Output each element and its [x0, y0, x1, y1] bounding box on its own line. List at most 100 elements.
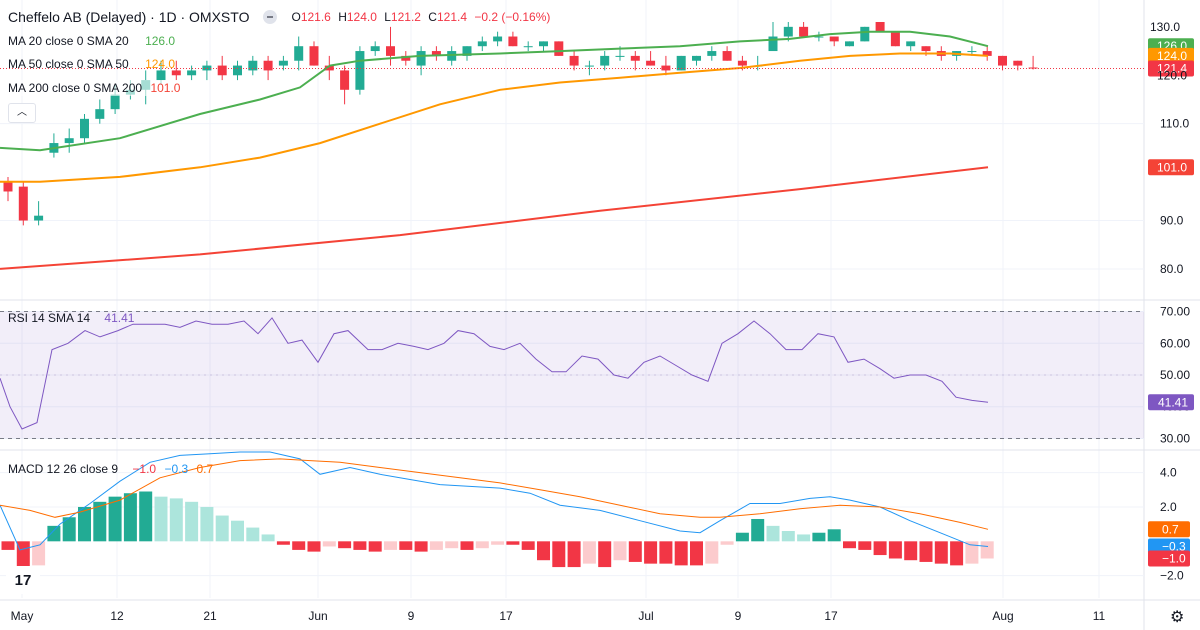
macd-hist-bar [888, 541, 902, 559]
candle-body [95, 109, 105, 119]
macd-hist-bar [659, 541, 673, 564]
minimize-icon[interactable] [263, 10, 278, 24]
candle-body [1013, 60, 1023, 66]
candle-body [768, 36, 778, 52]
symbol-title[interactable]: Cheffelo AB (Delayed) · 1D · OMXSTO [8, 9, 250, 25]
macd-line [0, 451, 989, 551]
candle-body [967, 51, 977, 53]
candle-body [233, 65, 242, 76]
candle-body [401, 55, 411, 61]
x-tick-label: Jul [638, 609, 653, 623]
macd-hist-bar [169, 498, 183, 542]
price-label-bg [1148, 159, 1194, 176]
candle-body [386, 46, 395, 56]
candle-body [416, 51, 426, 66]
macd-hist-bar [475, 541, 489, 549]
candle-body [600, 55, 610, 66]
legend-ma200[interactable]: MA 200 close 0 SMA 200 101.0 [8, 80, 186, 96]
ma50-line [0, 52, 989, 183]
macd-hist-bar [307, 541, 321, 552]
low-value: 121.2 [390, 10, 421, 24]
macd-hist-bar [78, 506, 91, 542]
macd-hist-bar [108, 496, 122, 542]
macd-hist-bar [751, 518, 765, 542]
y-tick-label: 90.0 [1160, 214, 1184, 228]
candle-body [646, 60, 656, 66]
candle-body [340, 70, 350, 90]
candle-body [80, 118, 89, 139]
candle-body [982, 51, 992, 56]
gear-icon[interactable]: ⚙ [1170, 609, 1185, 626]
macd-hist-bar [537, 541, 550, 561]
rsi-value-label: 41.41 [1158, 395, 1188, 409]
macd-hist-bar [445, 541, 459, 549]
candle-body [171, 70, 181, 76]
macd-hist-bar [292, 541, 306, 550]
open-label: O [291, 10, 301, 24]
candle-body [263, 60, 273, 71]
high-label: H [338, 10, 347, 24]
legend-ma20[interactable]: MA 20 close 0 SMA 20 126.0 [8, 33, 180, 49]
candle-body [355, 51, 365, 90]
candle-body [324, 65, 334, 71]
legend-ma50[interactable]: MA 50 close 0 SMA 50 124.0 [8, 56, 180, 72]
y-tick-label: 60.00 [1160, 336, 1190, 350]
macd-value-label: −0.3 [1162, 539, 1186, 553]
macd-hist-bar [491, 541, 505, 545]
price-label: 101.0 [1157, 160, 1187, 174]
collapse-legend-button[interactable]: ︿ [8, 103, 36, 123]
legend-ma50-value: 124.0 [145, 57, 176, 71]
y-tick-label: −2.0 [1160, 569, 1184, 583]
candle-body [799, 26, 809, 37]
legend-rsi[interactable]: RSI 14 SMA 14 41.41 [8, 310, 139, 326]
legend-macd[interactable]: MACD 12 26 close 9 −1.0 −0.3 0.7 [8, 461, 218, 477]
low-label: L [384, 10, 391, 24]
macd-hist-bar [843, 541, 856, 549]
candle-body [737, 60, 747, 66]
macd-hist-bar [598, 541, 612, 568]
macd-hist-bar [812, 532, 826, 542]
rsi-value-bg [1148, 394, 1194, 411]
macd-value-label: 0.7 [1162, 522, 1179, 536]
macd-hist-bar [567, 541, 581, 568]
x-tick-label: Jun [308, 609, 327, 623]
macd-hist-bar [797, 534, 811, 542]
change-value: −0.2 (−0.16%) [474, 10, 551, 24]
candle-body [661, 65, 671, 71]
tradingview-logo-icon[interactable]: 17 [6, 566, 40, 594]
rsi-line [0, 317, 989, 430]
candle-body [278, 60, 288, 66]
x-tick-label: 17 [824, 609, 838, 623]
candle-body [707, 51, 717, 56]
candle-body [202, 65, 212, 71]
macd-hist-bar [735, 532, 749, 542]
x-tick-label: 9 [408, 609, 415, 623]
macd-hist-bar [93, 501, 107, 542]
candle-body [998, 55, 1007, 66]
macd-hist-bar [950, 541, 964, 566]
legend-macd-signal: 0.7 [196, 462, 214, 476]
macd-hist-bar [384, 541, 397, 550]
candle-body [34, 215, 44, 221]
y-tick-label: 70.00 [1160, 305, 1190, 319]
x-tick-label: Aug [992, 609, 1013, 623]
y-tick-label: 80.0 [1160, 262, 1184, 276]
x-tick-label: 12 [110, 609, 124, 623]
price-label-bg [1148, 60, 1194, 77]
candle-body [615, 55, 625, 57]
candle-body [18, 186, 28, 221]
candle-body [248, 60, 258, 71]
macd-hist-bar [414, 541, 428, 552]
candle-body [906, 41, 916, 47]
macd-hist-bar [506, 541, 520, 545]
ohlc-values: O121.6 H124.0 L121.2 C121.4 −0.2 (−0.16%… [287, 8, 550, 26]
candle-body [845, 41, 854, 47]
macd-hist-bar [582, 541, 596, 564]
macd-hist-bar [322, 541, 336, 547]
macd-hist-bar [276, 541, 290, 545]
close-label: C [428, 10, 437, 24]
macd-hist-bar [154, 496, 168, 542]
macd-value-bg [1148, 521, 1190, 538]
candle-body [493, 36, 503, 42]
